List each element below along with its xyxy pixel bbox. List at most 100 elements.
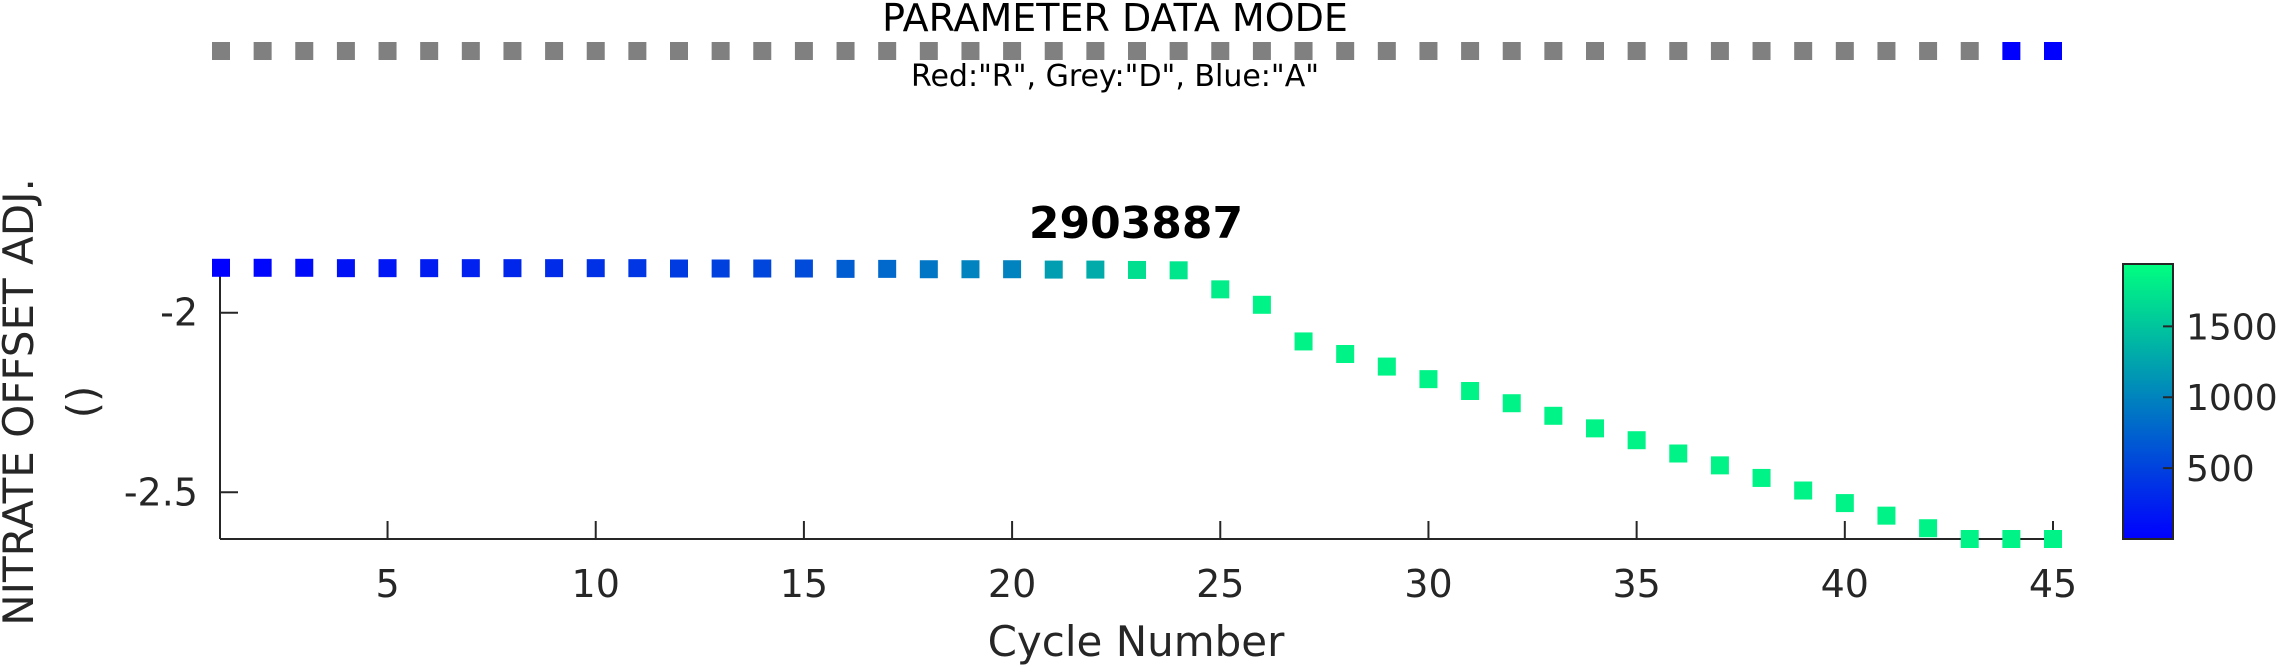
x-tick-label: 35: [1612, 562, 1660, 606]
data-point: [2044, 530, 2062, 548]
mode-mark: [1461, 42, 1480, 60]
data-point: [628, 259, 647, 278]
x-tick-label: 20: [988, 562, 1036, 606]
y-axis-label-line1: NITRATE OFFSET ADJ.: [0, 178, 43, 626]
data-point: [1960, 530, 1979, 548]
data-point: [1752, 468, 1771, 487]
x-ticks: 5 10 15 20 25 30 35 40 45: [375, 521, 2077, 606]
mode-mark: [461, 42, 480, 60]
data-point: [1419, 370, 1438, 389]
data-point: [1586, 419, 1604, 438]
data-point: [1669, 444, 1688, 463]
mode-mark: [253, 42, 272, 60]
data-point: [1710, 456, 1729, 475]
mode-mark: [1169, 42, 1188, 60]
mode-mark: [1627, 42, 1646, 60]
data-point: [753, 259, 772, 278]
mode-mark: [836, 42, 855, 60]
colorbar-tick-label: 500: [2186, 449, 2255, 490]
mode-mark: [1877, 42, 1896, 60]
x-tick-label: 30: [1404, 562, 1452, 606]
mode-mark: [1669, 42, 1688, 60]
mode-strip-title: PARAMETER DATA MODE: [882, 0, 1348, 40]
mode-mark: [1502, 42, 1521, 60]
mode-mark: [1044, 42, 1063, 60]
mode-mark: [1919, 42, 1938, 60]
main-axes: [219, 266, 2053, 540]
colorbar-ticks: 500 1000 1500: [2163, 307, 2278, 490]
mode-mark: [2002, 42, 2021, 60]
colorbar: [2122, 263, 2174, 540]
data-point: [1544, 406, 1563, 425]
data-point: [212, 258, 230, 277]
data-point: [1294, 332, 1313, 351]
data-point: [670, 259, 688, 278]
data-point: [461, 259, 480, 278]
data-point: [1877, 506, 1896, 525]
mode-mark: [1086, 42, 1105, 60]
data-point: [1128, 260, 1146, 279]
data-point: [1169, 261, 1188, 280]
data-point: [1502, 394, 1521, 413]
data-point: [2002, 530, 2021, 548]
mode-mark: [1710, 42, 1729, 60]
data-point: [711, 259, 730, 278]
data-point: [1794, 481, 1813, 500]
data-point: [919, 260, 938, 279]
mode-mark: [378, 42, 397, 60]
mode-mark: [212, 42, 230, 60]
data-points: [212, 258, 2062, 548]
mode-mark: [753, 42, 772, 60]
data-point: [586, 259, 605, 278]
mode-strip-legend: Red:"R", Grey:"D", Blue:"A": [911, 59, 1319, 94]
mode-mark: [420, 42, 439, 60]
data-point: [1003, 260, 1022, 279]
y-tick-label: -2.5: [124, 470, 198, 514]
data-point: [794, 259, 813, 278]
x-axis-label: Cycle Number: [988, 617, 1286, 666]
x-tick-label: 5: [375, 562, 399, 606]
data-point: [336, 259, 355, 278]
data-point: [1086, 260, 1105, 279]
y-tick-label: -2: [160, 291, 198, 335]
mode-mark: [1336, 42, 1355, 60]
data-point: [1377, 357, 1396, 376]
y-axis-label-line2: (): [58, 386, 107, 419]
data-point: [836, 259, 855, 278]
mode-mark: [1128, 42, 1146, 60]
data-point: [503, 259, 522, 278]
data-point: [1919, 519, 1938, 538]
mode-mark: [1752, 42, 1771, 60]
data-point: [1252, 295, 1271, 314]
mode-mark: [1544, 42, 1563, 60]
data-point: [545, 259, 564, 278]
x-tick-label: 40: [1821, 562, 1869, 606]
mode-mark: [295, 42, 314, 60]
data-point: [1461, 382, 1480, 401]
data-point: [1336, 345, 1355, 364]
data-point: [1835, 494, 1854, 513]
data-point: [295, 258, 314, 277]
mode-mark: [503, 42, 522, 60]
colorbar-tick-label: 1000: [2186, 378, 2278, 419]
mode-mark: [336, 42, 355, 60]
mode-mark: [1211, 42, 1230, 60]
colorbar-tick-label: 1500: [2186, 307, 2278, 348]
mode-mark: [670, 42, 688, 60]
mode-mark: [961, 42, 980, 60]
mode-mark: [545, 42, 564, 60]
data-point: [253, 258, 272, 277]
mode-mark: [586, 42, 605, 60]
mode-mark: [711, 42, 730, 60]
data-point: [1044, 260, 1063, 279]
data-point: [378, 259, 397, 278]
mode-mark: [1003, 42, 1022, 60]
x-tick-label: 25: [1196, 562, 1244, 606]
data-point: [961, 260, 980, 279]
mode-strip-marks: [212, 42, 2062, 60]
mode-mark: [1419, 42, 1438, 60]
mode-mark: [1377, 42, 1396, 60]
x-tick-label: 45: [2029, 562, 2077, 606]
data-point: [1211, 280, 1230, 299]
